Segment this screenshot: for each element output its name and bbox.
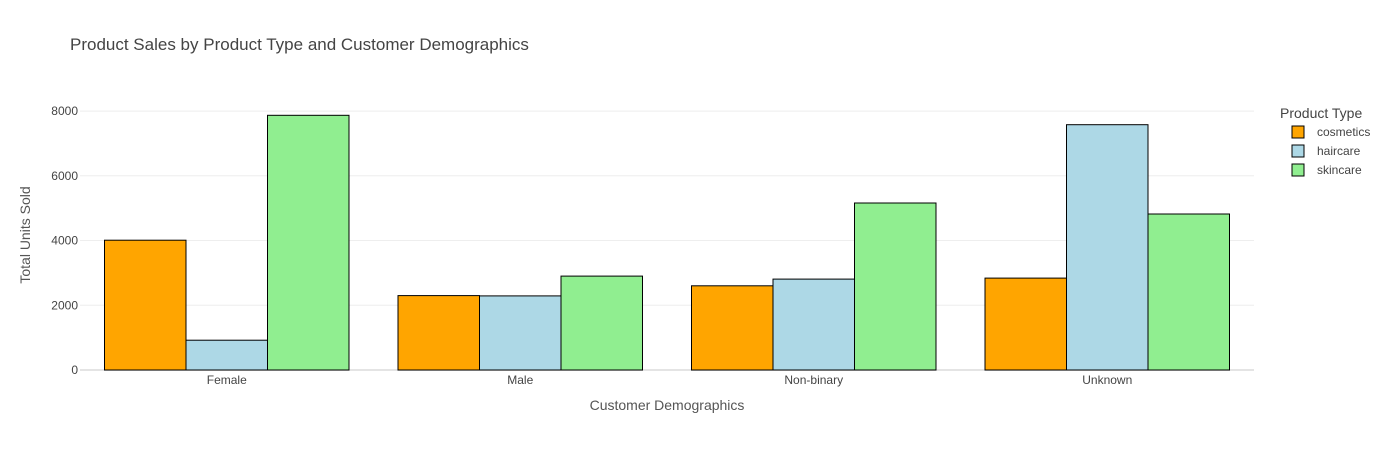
bar-cosmetics-male[interactable] — [397, 295, 480, 371]
bar-haircare-non-binary[interactable] — [772, 278, 855, 371]
legend-label-cosmetics: cosmetics — [1317, 125, 1370, 139]
legend-title: Product Type — [1280, 105, 1362, 121]
bar-skincare-female[interactable] — [267, 114, 350, 371]
x-tick-label-3: Unknown — [1082, 373, 1132, 387]
bar-cosmetics-non-binary[interactable] — [691, 285, 774, 371]
legend-item-cosmetics[interactable]: cosmetics — [1291, 125, 1370, 139]
y-tick-label-2: 4000 — [51, 234, 78, 248]
x-tick-label-1: Male — [507, 373, 533, 387]
x-tick-label-0: Female — [207, 373, 247, 387]
y-axis-ticks: 0 2000 4000 6000 8000 — [51, 104, 78, 377]
y-axis-title: Total Units Sold — [17, 186, 33, 283]
legend[interactable]: Product Type cosmetics haircare skincare — [1280, 105, 1370, 177]
legend-item-skincare[interactable]: skincare — [1291, 163, 1362, 177]
legend-swatch-skincare — [1291, 163, 1305, 177]
bars — [104, 114, 1230, 371]
y-tick-label-4: 8000 — [51, 104, 78, 118]
legend-items[interactable]: cosmetics haircare skincare — [1291, 125, 1370, 177]
legend-label-skincare: skincare — [1317, 163, 1362, 177]
bar-haircare-female[interactable] — [185, 339, 268, 371]
y-tick-label-1: 2000 — [51, 298, 78, 312]
x-tick-label-2: Non-binary — [784, 373, 843, 387]
y-tick-label-3: 6000 — [51, 169, 78, 183]
chart-title: Product Sales by Product Type and Custom… — [70, 35, 529, 54]
legend-label-haircare: haircare — [1317, 144, 1361, 158]
legend-item-haircare[interactable]: haircare — [1291, 144, 1361, 158]
bar-haircare-unknown[interactable] — [1066, 124, 1149, 371]
y-tick-label-0: 0 — [71, 363, 78, 377]
x-axis-title: Customer Demographics — [590, 397, 745, 413]
bar-skincare-male[interactable] — [560, 275, 643, 371]
x-axis-ticks: Female Male Non-binary Unknown — [207, 373, 1133, 387]
bar-haircare-male[interactable] — [479, 295, 562, 371]
bar-cosmetics-unknown[interactable] — [984, 277, 1067, 371]
bar-skincare-non-binary[interactable] — [854, 202, 937, 371]
legend-swatch-haircare — [1291, 144, 1305, 158]
legend-swatch-cosmetics — [1291, 125, 1305, 139]
bar-skincare-unknown[interactable] — [1147, 213, 1230, 371]
bar-cosmetics-female[interactable] — [104, 239, 187, 371]
